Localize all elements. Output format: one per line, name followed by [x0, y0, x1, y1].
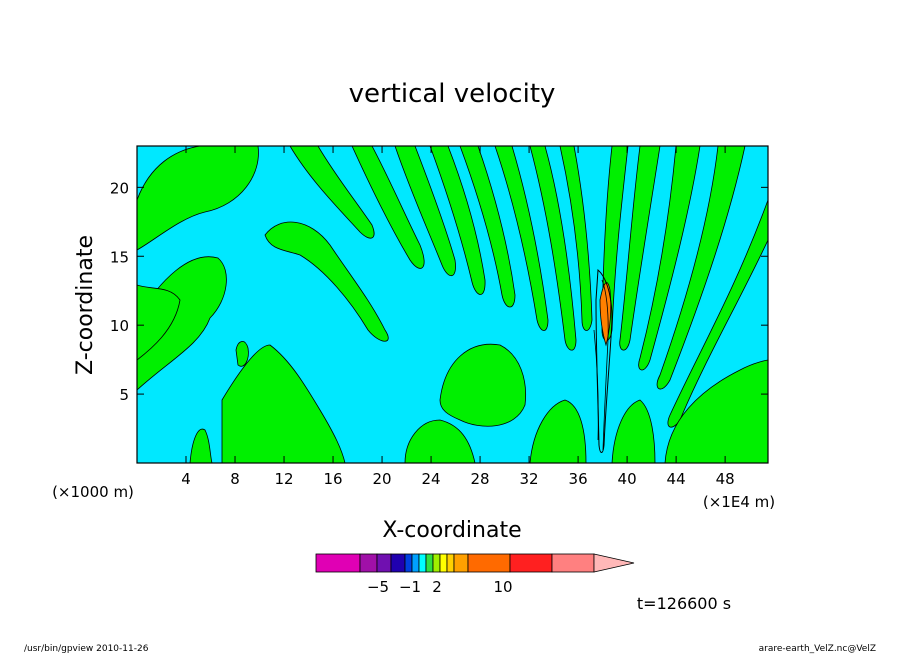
x-axis: 4 8 12 16 20 24 28 32 36 40 44 48 [181, 146, 735, 488]
colorbar-segment [467, 553, 511, 573]
colorbar-segment [315, 553, 361, 573]
colorbar-segment [404, 553, 413, 573]
updraft-region [667, 199, 768, 428]
time-label: t=126600 s [637, 594, 731, 613]
footer-right: arare-earth_VelZ.nc@VelZ [759, 644, 876, 654]
updraft-region [189, 428, 213, 463]
colorbar-segment [446, 553, 455, 573]
updraft-region [235, 341, 249, 367]
chart-title: vertical velocity [349, 79, 556, 109]
updraft-region [264, 221, 389, 342]
updraft-region [664, 359, 768, 463]
colorbar-label: −1 [399, 578, 421, 596]
updraft-region [638, 146, 701, 371]
updraft-region [137, 284, 181, 361]
x-tick-label: 40 [618, 470, 637, 488]
colorbar-label: 2 [432, 578, 442, 596]
colorbar-segment [376, 553, 392, 573]
colorbar-segment [390, 553, 406, 573]
plot-frame [136, 145, 769, 464]
updraft-region [459, 146, 516, 308]
updraft-core-contours [593, 329, 599, 441]
x-tick-label: 8 [230, 470, 240, 488]
colorbar-segment [551, 553, 595, 573]
x-tick-label: 16 [323, 470, 342, 488]
x-tick-label: 12 [274, 470, 293, 488]
updraft-region [221, 344, 346, 463]
colorbar-label: −5 [367, 578, 389, 596]
y-axis: 5 10 15 20 [110, 179, 768, 404]
updraft-region [494, 146, 549, 331]
updraft-region [611, 399, 656, 463]
colorbar-arrow [593, 553, 635, 573]
x-tick-label: 32 [520, 470, 539, 488]
x-tick-label: 36 [569, 470, 588, 488]
y-tick-label: 5 [119, 386, 129, 404]
updraft-region [137, 146, 259, 251]
colorbar-labels: −5 −1 2 10 [367, 578, 513, 596]
colorbar-label: 10 [493, 578, 512, 596]
updraft-region [351, 146, 425, 269]
updraft-region [439, 343, 526, 427]
updraft-region [559, 146, 593, 331]
y-axis-label: Z-coordinate [73, 235, 98, 375]
y-tick-label: 20 [110, 179, 129, 197]
colorbar-segment [411, 553, 420, 573]
updraft-region [429, 146, 486, 295]
x-tick-label: 20 [373, 470, 392, 488]
colorbar [315, 553, 635, 573]
plot-area [137, 146, 768, 463]
updraft-region [656, 146, 746, 390]
footer-left: /usr/bin/gpview 2010-11-26 [24, 644, 149, 654]
updraft-region [394, 146, 456, 277]
y-tick-label: 15 [110, 248, 129, 266]
y-tick-label: 10 [110, 317, 129, 335]
updraft-region [404, 419, 476, 463]
colorbar-segment [509, 553, 553, 573]
colorbar-segment [439, 553, 448, 573]
colorbar-segment [418, 553, 427, 573]
colorbar-segment [432, 553, 441, 573]
x-tick-label: 24 [422, 470, 441, 488]
colorbar-segment [425, 553, 434, 573]
x-unit-right: (×1E4 m) [703, 493, 775, 511]
x-tick-label: 4 [181, 470, 191, 488]
updraft-region [529, 399, 587, 463]
x-tick-label: 44 [667, 470, 686, 488]
x-tick-label: 28 [471, 470, 490, 488]
x-axis-label: X-coordinate [382, 518, 521, 543]
colorbar-segment [453, 553, 469, 573]
x-tick-label: 48 [716, 470, 735, 488]
positive-velocity-regions [137, 146, 768, 463]
strong-updraft-core [593, 268, 613, 453]
updraft-region [289, 146, 375, 239]
updraft-region [529, 146, 577, 351]
colorbar-segment [359, 553, 378, 573]
updraft-region [619, 146, 661, 351]
updraft-core-contours [601, 279, 609, 451]
x-unit-left: (×1000 m) [52, 483, 134, 501]
